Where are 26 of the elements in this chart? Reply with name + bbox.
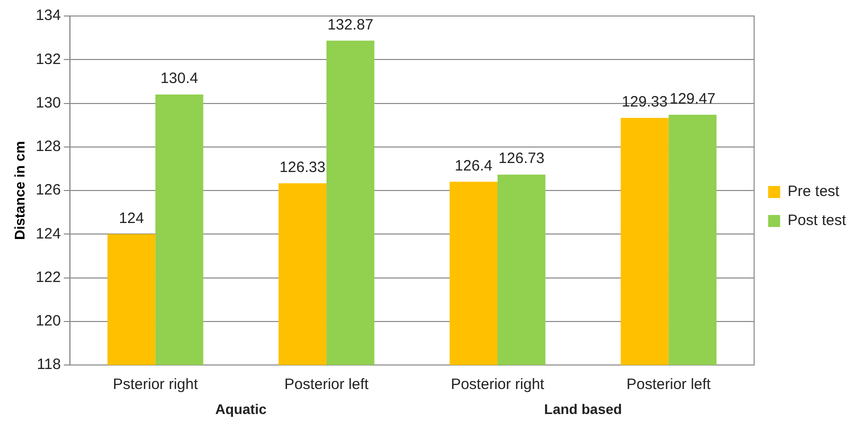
y-tick-label: 130 xyxy=(36,94,61,112)
y-tick-label: 126 xyxy=(36,182,61,199)
data-label: 129.33 xyxy=(622,94,668,111)
data-label: 126.73 xyxy=(498,150,544,168)
data-label: 126.4 xyxy=(454,157,492,174)
y-tick-label: 128 xyxy=(36,138,61,156)
x-tick-label: Posterior right xyxy=(450,376,546,394)
y-tick-label: 122 xyxy=(36,268,61,286)
data-label: 130.4 xyxy=(160,70,198,88)
data-label: 126.33 xyxy=(280,158,326,176)
y-tick-label: 132 xyxy=(36,50,61,68)
legend-label: Post test xyxy=(788,212,847,230)
legend-label: Pre test xyxy=(788,183,840,200)
y-axis-title: Distance in cm xyxy=(11,141,28,240)
y-tick-label: 124 xyxy=(36,225,61,242)
text: Land based xyxy=(544,400,622,417)
data-label: 129.47 xyxy=(670,90,716,108)
data-label: 124 xyxy=(118,210,144,227)
y-tick-label: 134 xyxy=(36,7,61,24)
data-label: 132.87 xyxy=(327,16,374,34)
y-tick-label: 118 xyxy=(36,356,61,374)
x-tick-label: Psterior right xyxy=(112,376,199,394)
y-tick-label: 120 xyxy=(36,312,61,330)
x-tick-label: Posterior left xyxy=(626,376,712,394)
x-tick-label: Posterior left xyxy=(284,376,370,394)
text: Aquatic xyxy=(215,400,267,417)
